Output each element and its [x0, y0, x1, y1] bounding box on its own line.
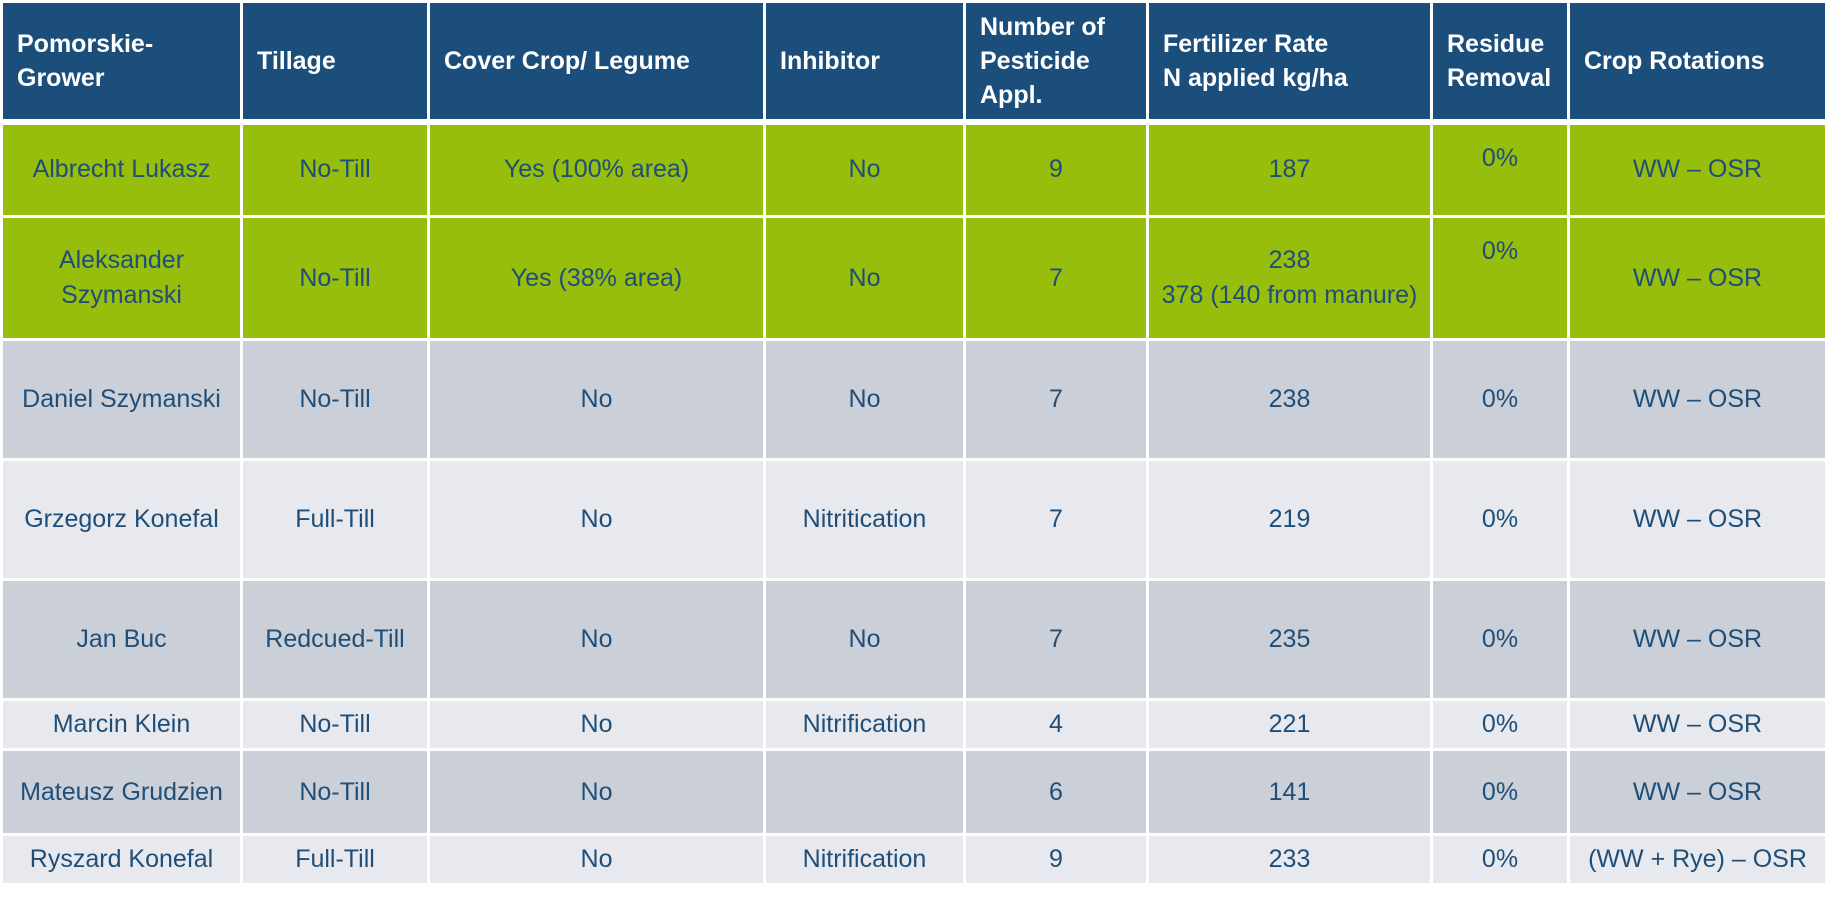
cell-pesticide: 7	[963, 458, 1149, 581]
header-residue-line1: Residue	[1447, 29, 1545, 58]
table-row: Daniel Szymanski No-Till No No 7 238 0% …	[0, 338, 1825, 461]
header-residue-line2: Removal	[1447, 63, 1552, 92]
cell-pesticide: 7	[963, 215, 1149, 341]
cell-fertilizer: 238	[1146, 338, 1433, 461]
cell-crop-rotation: WW – OSR	[1567, 748, 1825, 836]
table-row: Aleksander Szymanski No-Till Yes (38% ar…	[0, 215, 1825, 341]
cell-inhibitor: No	[763, 215, 966, 341]
cell-inhibitor: No	[763, 578, 966, 701]
header-fertilizer: Fertilizer Rate N applied kg/ha	[1146, 0, 1433, 125]
cell-fertilizer-line2: 378 (140 from manure)	[1161, 281, 1418, 309]
cell-tillage: No-Till	[240, 698, 430, 751]
cell-inhibitor: Nitritication	[763, 458, 966, 581]
cell-residue: 0%	[1430, 338, 1570, 461]
cell-tillage: No-Till	[240, 120, 430, 218]
cell-crop-rotation: WW – OSR	[1567, 698, 1825, 751]
cell-pesticide: 9	[963, 120, 1149, 218]
header-row: Pomorskie-Grower Tillage Cover Crop/ Leg…	[0, 0, 1825, 125]
cell-grower: Aleksander Szymanski	[0, 215, 243, 341]
cell-grower: Albrecht Lukasz	[0, 120, 243, 218]
cell-fertilizer: 187	[1146, 120, 1433, 218]
cell-crop-rotation: WW – OSR	[1567, 338, 1825, 461]
cell-crop-rotation: WW – OSR	[1567, 215, 1825, 341]
cell-cover-crop: Yes (38% area)	[427, 215, 766, 341]
cell-inhibitor: Nitrification	[763, 698, 966, 751]
cell-crop-rotation: WW – OSR	[1567, 578, 1825, 701]
cell-tillage: Full-Till	[240, 833, 430, 886]
cell-cover-crop: No	[427, 578, 766, 701]
cell-cover-crop: No	[427, 698, 766, 751]
cell-fertilizer: 141	[1146, 748, 1433, 836]
cell-pesticide: 6	[963, 748, 1149, 836]
cell-crop-rotation: (WW + Rye) – OSR	[1567, 833, 1825, 886]
table-row: Marcin Klein No-Till No Nitrification 4 …	[0, 698, 1825, 751]
header-crop-rotations: Crop Rotations	[1567, 0, 1825, 125]
cell-pesticide: 7	[963, 578, 1149, 701]
header-pesticide-line2: Pesticide	[980, 46, 1090, 75]
table-row: Ryszard Konefal Full-Till No Nitrificati…	[0, 833, 1825, 886]
cell-tillage: No-Till	[240, 338, 430, 461]
cell-tillage: Redcued-Till	[240, 578, 430, 701]
cell-fertilizer: 235	[1146, 578, 1433, 701]
header-inhibitor: Inhibitor	[763, 0, 966, 125]
cell-tillage: Full-Till	[240, 458, 430, 581]
cell-grower: Daniel Szymanski	[0, 338, 243, 461]
cell-fertilizer-line1: 238	[1268, 246, 1311, 274]
header-tillage: Tillage	[240, 0, 430, 125]
table-row: Albrecht Lukasz No-Till Yes (100% area) …	[0, 120, 1825, 218]
table-row: Grzegorz Konefal Full-Till No Nitriticat…	[0, 458, 1825, 581]
cell-fertilizer: 238 378 (140 from manure)	[1146, 215, 1433, 341]
cell-cover-crop: No	[427, 338, 766, 461]
cell-inhibitor: No	[763, 338, 966, 461]
cell-grower: Grzegorz Konefal	[0, 458, 243, 581]
header-cover-crop: Cover Crop/ Legume	[427, 0, 766, 125]
cell-cover-crop: No	[427, 458, 766, 581]
header-grower: Pomorskie-Grower	[0, 0, 243, 125]
header-pesticide-line1: Number of	[980, 12, 1105, 41]
table-row: Mateusz Grudzien No-Till No 6 141 0% WW …	[0, 748, 1825, 836]
cell-crop-rotation: WW – OSR	[1567, 120, 1825, 218]
cell-crop-rotation: WW – OSR	[1567, 458, 1825, 581]
header-residue: Residue Removal	[1430, 0, 1570, 125]
cell-cover-crop: No	[427, 748, 766, 836]
cell-grower: Jan Buc	[0, 578, 243, 701]
header-pesticide-line3: Appl.	[980, 80, 1043, 109]
cell-fertilizer: 219	[1146, 458, 1433, 581]
table-row: Jan Buc Redcued-Till No No 7 235 0% WW –…	[0, 578, 1825, 701]
header-fertilizer-line1: Fertilizer Rate	[1163, 29, 1329, 58]
cell-pesticide: 9	[963, 833, 1149, 886]
cell-grower: Ryszard Konefal	[0, 833, 243, 886]
cell-residue: 0%	[1430, 578, 1570, 701]
cell-fertilizer: 221	[1146, 698, 1433, 751]
cell-cover-crop: No	[427, 833, 766, 886]
cell-residue: 0%	[1430, 215, 1570, 341]
cell-inhibitor	[763, 748, 966, 836]
cell-tillage: No-Till	[240, 215, 430, 341]
cell-pesticide: 7	[963, 338, 1149, 461]
header-fertilizer-line2: N applied kg/ha	[1163, 63, 1348, 92]
cell-residue: 0%	[1430, 120, 1570, 218]
cell-inhibitor: Nitrification	[763, 833, 966, 886]
cell-grower: Marcin Klein	[0, 698, 243, 751]
cell-residue: 0%	[1430, 748, 1570, 836]
cell-residue: 0%	[1430, 833, 1570, 886]
cell-fertilizer: 233	[1146, 833, 1433, 886]
cell-pesticide: 4	[963, 698, 1149, 751]
cell-residue: 0%	[1430, 458, 1570, 581]
cell-grower: Mateusz Grudzien	[0, 748, 243, 836]
cell-inhibitor: No	[763, 120, 966, 218]
header-pesticide: Number of Pesticide Appl.	[963, 0, 1149, 125]
cell-residue: 0%	[1430, 698, 1570, 751]
cell-tillage: No-Till	[240, 748, 430, 836]
cell-cover-crop: Yes (100% area)	[427, 120, 766, 218]
